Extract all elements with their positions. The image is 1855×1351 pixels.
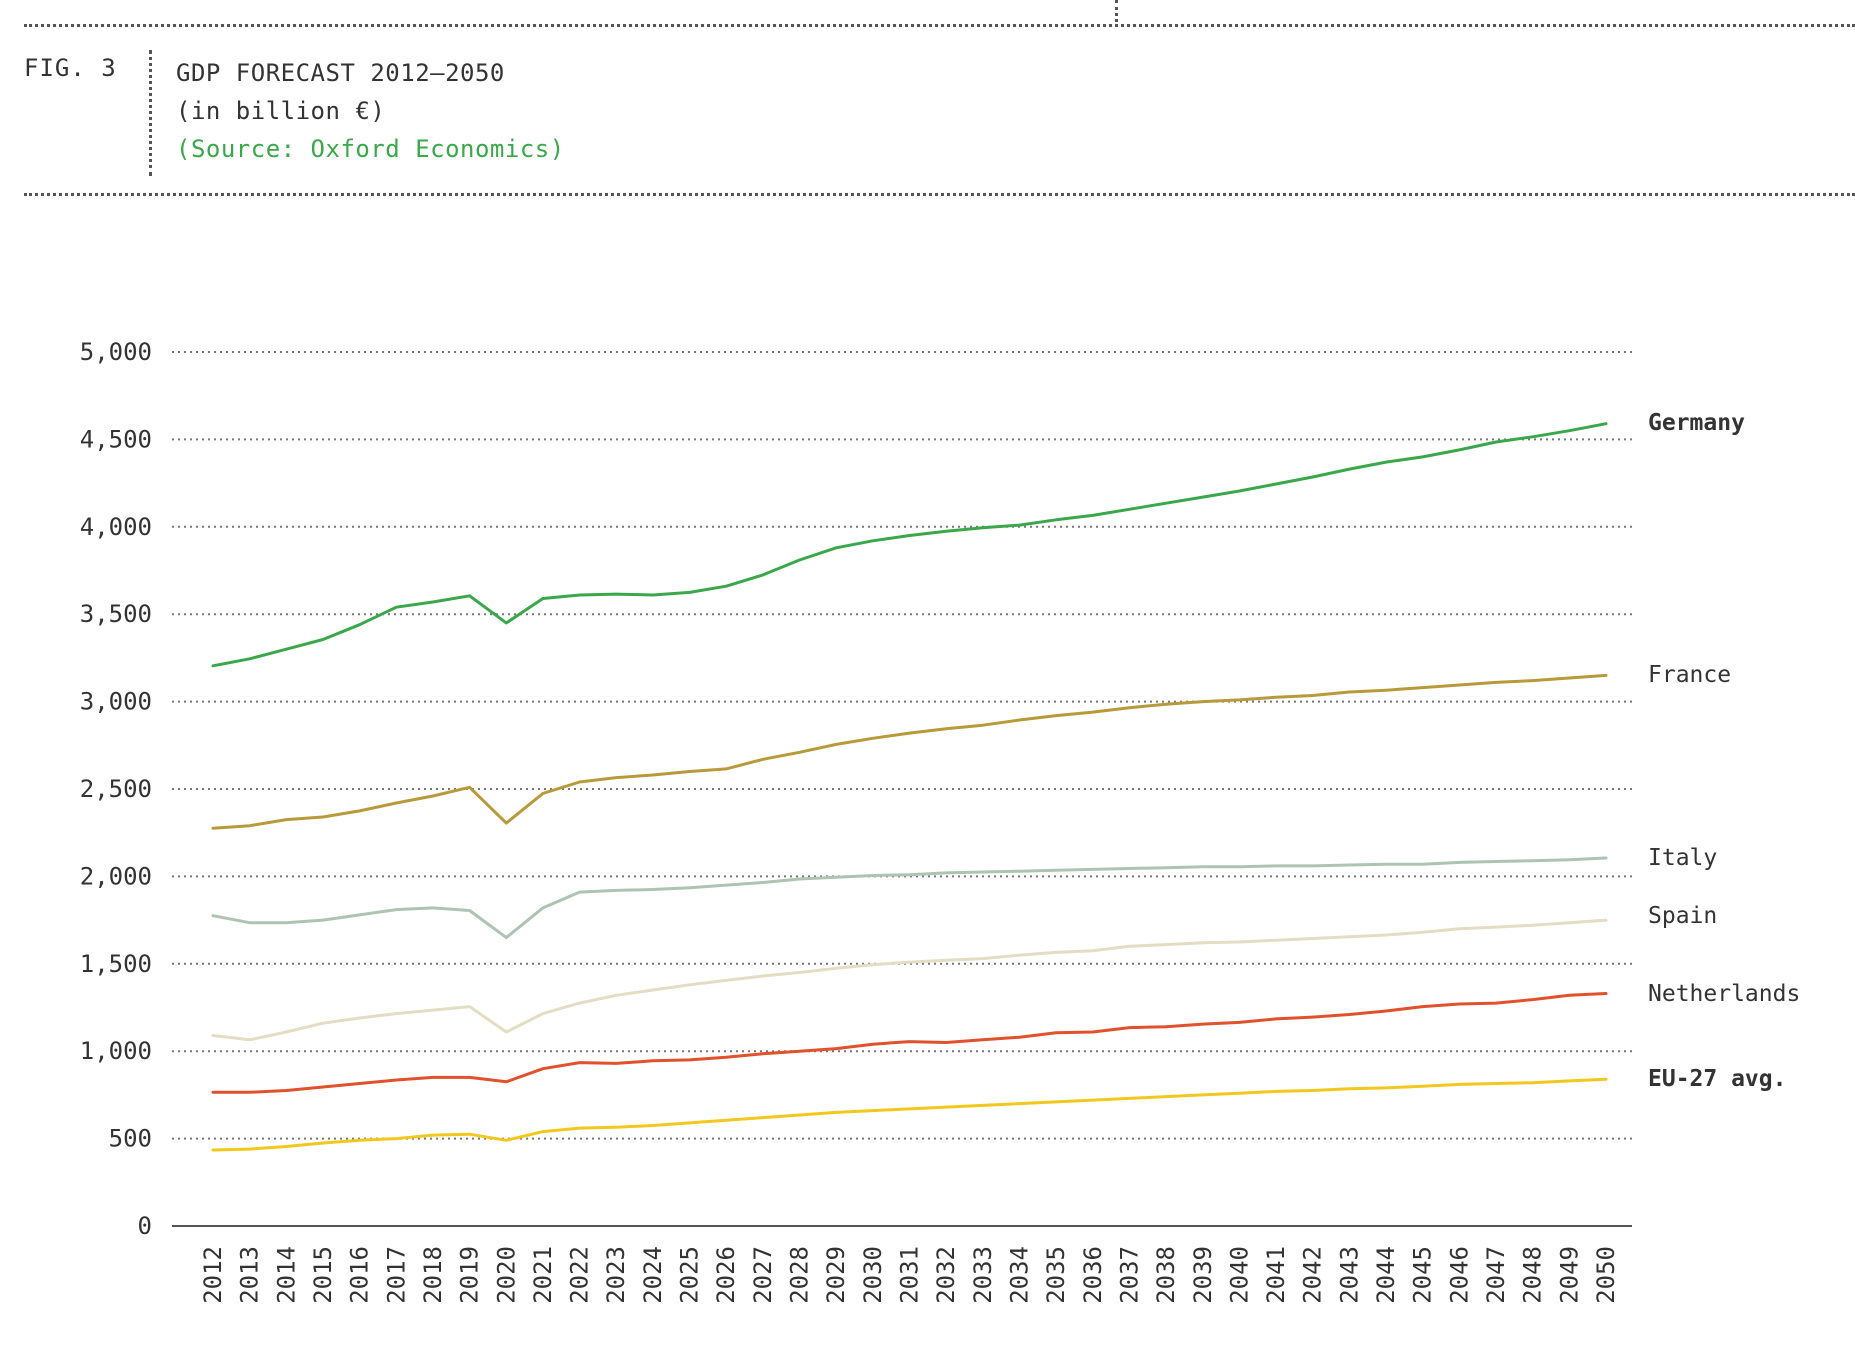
x-tick-label: 2034 [1005,1246,1033,1304]
x-tick-label: 2026 [712,1246,740,1304]
x-tick-label: 2023 [602,1246,630,1304]
series-line-eu-27-avg [211,1077,1608,1152]
x-tick-label: 2012 [199,1246,227,1304]
x-tick-label: 2025 [676,1246,704,1304]
series-label: Netherlands [1648,981,1800,1007]
series-label: Germany [1648,410,1745,436]
x-tick-label: 2019 [456,1246,484,1304]
y-tick-label: 500 [109,1125,152,1153]
x-tick-label: 2048 [1519,1246,1547,1304]
y-tick-label: 1,500 [80,950,152,978]
top-tick-mark [1115,0,1118,22]
series-line-netherlands [211,992,1608,1094]
y-tick-label: 2,000 [80,862,152,890]
x-tick-label: 2020 [492,1246,520,1304]
x-tick-label: 2043 [1335,1246,1363,1304]
figure-number: FIG. 3 [24,54,117,82]
x-tick-label: 2050 [1592,1246,1620,1304]
x-tick-label: 2049 [1555,1246,1583,1304]
x-tick-label: 2013 [236,1246,264,1304]
x-tick-label: 2024 [639,1246,667,1304]
x-tick-label: 2047 [1482,1246,1510,1304]
y-tick-label: 0 [138,1212,152,1240]
x-tick-label: 2030 [859,1246,887,1304]
x-tick-label: 2014 [272,1246,300,1304]
series-line-spain [211,918,1608,1042]
x-tick-label: 2040 [1225,1246,1253,1304]
series-end-labels: Germany France Italy Spain Netherlands EU-27 … [1648,410,1800,1092]
x-tick-label: 2022 [566,1246,594,1304]
x-tick-label: 2031 [896,1246,924,1304]
x-tick-label: 2017 [382,1246,410,1304]
x-tick-label: 2035 [1042,1246,1070,1304]
x-tick-label: 2041 [1262,1246,1290,1304]
header-bottom-rule [24,193,1855,196]
series-line-italy [211,856,1608,940]
y-tick-label: 1,000 [80,1037,152,1065]
figure-source: (Source: Oxford Economics) [176,135,565,163]
x-tick-label: 2039 [1189,1246,1217,1304]
top-dotted-rule [24,24,1855,27]
grid-lines [172,351,1632,1227]
x-tick-label: 2029 [822,1246,850,1304]
x-tick-label: 2028 [786,1246,814,1304]
x-tick-label: 2044 [1372,1246,1400,1304]
series-label: Italy [1648,845,1717,871]
series-line-france [211,673,1608,830]
header-separator [149,50,152,176]
x-tick-label: 2032 [932,1246,960,1304]
x-tick-label: 2027 [749,1246,777,1304]
x-tick-label: 2038 [1152,1246,1180,1304]
x-tick-label: 2021 [529,1246,557,1304]
figure-unit: (in billion €) [176,97,386,125]
x-tick-label: 2046 [1445,1246,1473,1304]
series-label: France [1648,662,1731,688]
x-axis-ticks: 2012 2013 2014 2015 2016 2017 2018 2019 2020 2021… [199,1246,1620,1304]
y-tick-label: 5,000 [80,338,152,366]
x-tick-label: 2042 [1299,1246,1327,1304]
y-tick-label: 2,500 [80,775,152,803]
series-label: EU-27 avg. [1648,1066,1786,1092]
series-lines [211,422,1608,1152]
x-tick-label: 2045 [1409,1246,1437,1304]
x-tick-label: 2018 [419,1246,447,1304]
y-tick-label: 3,500 [80,600,152,628]
x-tick-label: 2037 [1115,1246,1143,1304]
series-label: Spain [1648,903,1717,929]
x-tick-label: 2033 [969,1246,997,1304]
series-line-germany [211,422,1608,668]
figure-title: GDP FORECAST 2012–2050 [176,59,505,87]
x-tick-label: 2016 [346,1246,374,1304]
y-tick-label: 4,500 [80,425,152,453]
y-tick-label: 3,000 [80,688,152,716]
x-tick-label: 2036 [1079,1246,1107,1304]
figure-header: GDP FORECAST 2012–2050 (in billion €) (S… [176,54,565,168]
y-axis-ticks: 0 500 1,000 1,500 2,000 2,500 3,000 3,500 4,000 4… [80,338,152,1240]
y-tick-label: 4,000 [80,513,152,541]
x-tick-label: 2015 [309,1246,337,1304]
